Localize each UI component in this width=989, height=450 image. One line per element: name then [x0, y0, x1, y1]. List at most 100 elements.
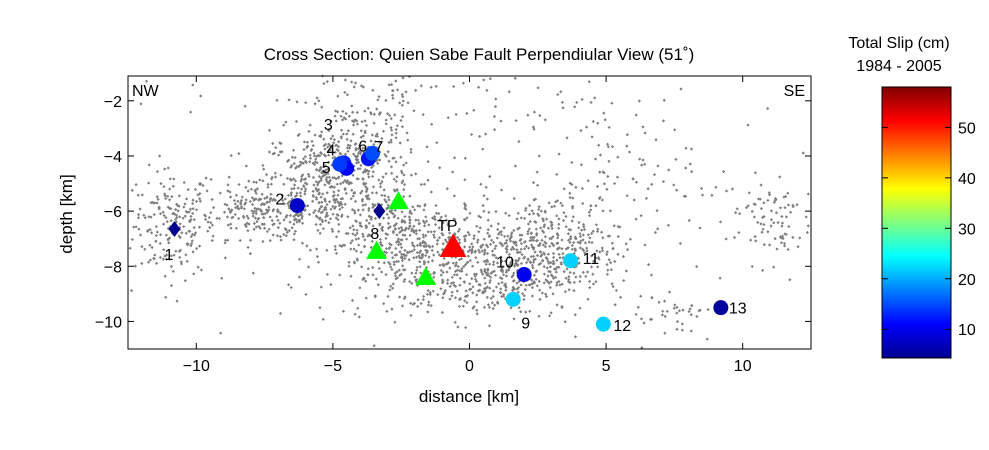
seismicity-point	[360, 120, 364, 124]
event-label: 1	[164, 247, 173, 264]
seismicity-point	[422, 259, 426, 264]
seismicity-point	[591, 229, 595, 233]
seismicity-point	[661, 179, 666, 184]
seismicity-point	[466, 260, 470, 264]
seismicity-point	[441, 296, 445, 300]
seismicity-point	[183, 214, 187, 218]
seismicity-point	[288, 213, 293, 218]
seismicity-point	[400, 258, 405, 263]
seismicity-point	[569, 228, 573, 232]
seismicity-point	[377, 112, 382, 116]
seismicity-point	[450, 275, 454, 279]
seismicity-point	[328, 144, 332, 148]
seismicity-point	[350, 208, 355, 212]
colorbar-tick-label: 20	[958, 272, 976, 289]
seismicity-point	[453, 296, 458, 300]
seismicity-point	[362, 245, 366, 249]
seismicity-point	[358, 152, 362, 156]
seismicity-point	[624, 242, 628, 246]
seismicity-point	[551, 274, 555, 278]
seismicity-point	[643, 131, 647, 135]
seismicity-point	[513, 240, 518, 244]
seismicity-point	[499, 230, 503, 234]
seismicity-point	[567, 275, 571, 279]
seismicity-point	[542, 265, 546, 269]
seismicity-point	[450, 255, 454, 259]
seismicity-point	[389, 210, 393, 215]
seismicity-point	[165, 220, 169, 224]
seismicity-point	[395, 88, 400, 92]
seismicity-point	[559, 262, 564, 266]
seismicity-point	[684, 146, 688, 150]
seismicity-point	[406, 138, 410, 142]
seismicity-point	[537, 314, 541, 318]
seismicity-point	[519, 241, 524, 246]
seismicity-point	[148, 243, 152, 247]
seismicity-point	[368, 215, 372, 219]
seismicity-point	[805, 230, 809, 235]
seismicity-point	[518, 238, 522, 243]
seismicity-point	[400, 171, 404, 175]
seismicity-point	[327, 153, 331, 157]
y-tick-label: −2	[104, 94, 122, 111]
seismicity-point	[446, 278, 450, 282]
seismicity-point	[499, 287, 503, 291]
seismicity-point	[596, 255, 601, 260]
seismicity-point	[565, 136, 569, 140]
seismicity-point	[596, 265, 600, 269]
seismicity-point	[359, 84, 364, 88]
seismicity-point	[593, 96, 597, 100]
seismicity-point	[307, 174, 311, 178]
seismicity-point	[675, 188, 679, 192]
seismicity-point	[454, 112, 458, 117]
seismicity-point	[381, 225, 385, 229]
seismicity-point	[360, 265, 364, 269]
seismicity-point	[517, 256, 521, 261]
seismicity-point	[402, 188, 406, 192]
seismicity-point	[331, 134, 335, 138]
seismicity-point	[552, 267, 557, 271]
seismicity-point	[323, 205, 327, 210]
seismicity-point	[281, 198, 285, 203]
seismicity-point	[315, 254, 320, 259]
seismicity-point	[574, 275, 578, 279]
seismicity-point	[714, 185, 718, 189]
seismicity-point	[429, 303, 433, 308]
seismicity-point	[364, 224, 368, 228]
seismicity-point	[549, 260, 553, 265]
seismicity-point	[414, 255, 419, 259]
seismicity-point	[261, 215, 266, 220]
seismicity-point	[448, 297, 452, 301]
seismicity-point	[788, 278, 792, 282]
seismicity-point	[390, 267, 394, 272]
seismicity-point	[417, 254, 421, 258]
seismicity-point	[527, 212, 532, 216]
seismicity-point	[158, 212, 163, 216]
seismicity-point	[512, 287, 517, 291]
seismicity-point	[364, 123, 369, 128]
seismicity-point	[167, 236, 172, 240]
seismicity-point	[606, 234, 610, 238]
seismicity-point	[320, 130, 324, 134]
seismicity-point	[258, 207, 262, 212]
seismicity-point	[257, 224, 261, 229]
seismicity-point	[516, 258, 520, 263]
seismicity-point	[267, 150, 272, 154]
seismicity-point	[376, 283, 380, 287]
seismicity-point	[555, 283, 559, 287]
seismicity-point	[394, 160, 398, 164]
seismicity-point	[525, 260, 529, 265]
seismicity-point	[532, 198, 536, 202]
seismicity-point	[482, 305, 487, 309]
seismicity-point	[278, 235, 283, 239]
seismicity-point	[540, 229, 545, 233]
seismicity-point	[538, 114, 542, 118]
seismicity-point	[437, 226, 441, 230]
seismicity-point	[500, 268, 504, 273]
seismicity-point	[273, 171, 277, 175]
seismicity-point	[485, 197, 489, 201]
seismicity-point	[690, 303, 694, 308]
seismicity-point	[432, 235, 437, 239]
seismicity-point	[353, 199, 358, 204]
triangle-marker	[415, 266, 437, 286]
